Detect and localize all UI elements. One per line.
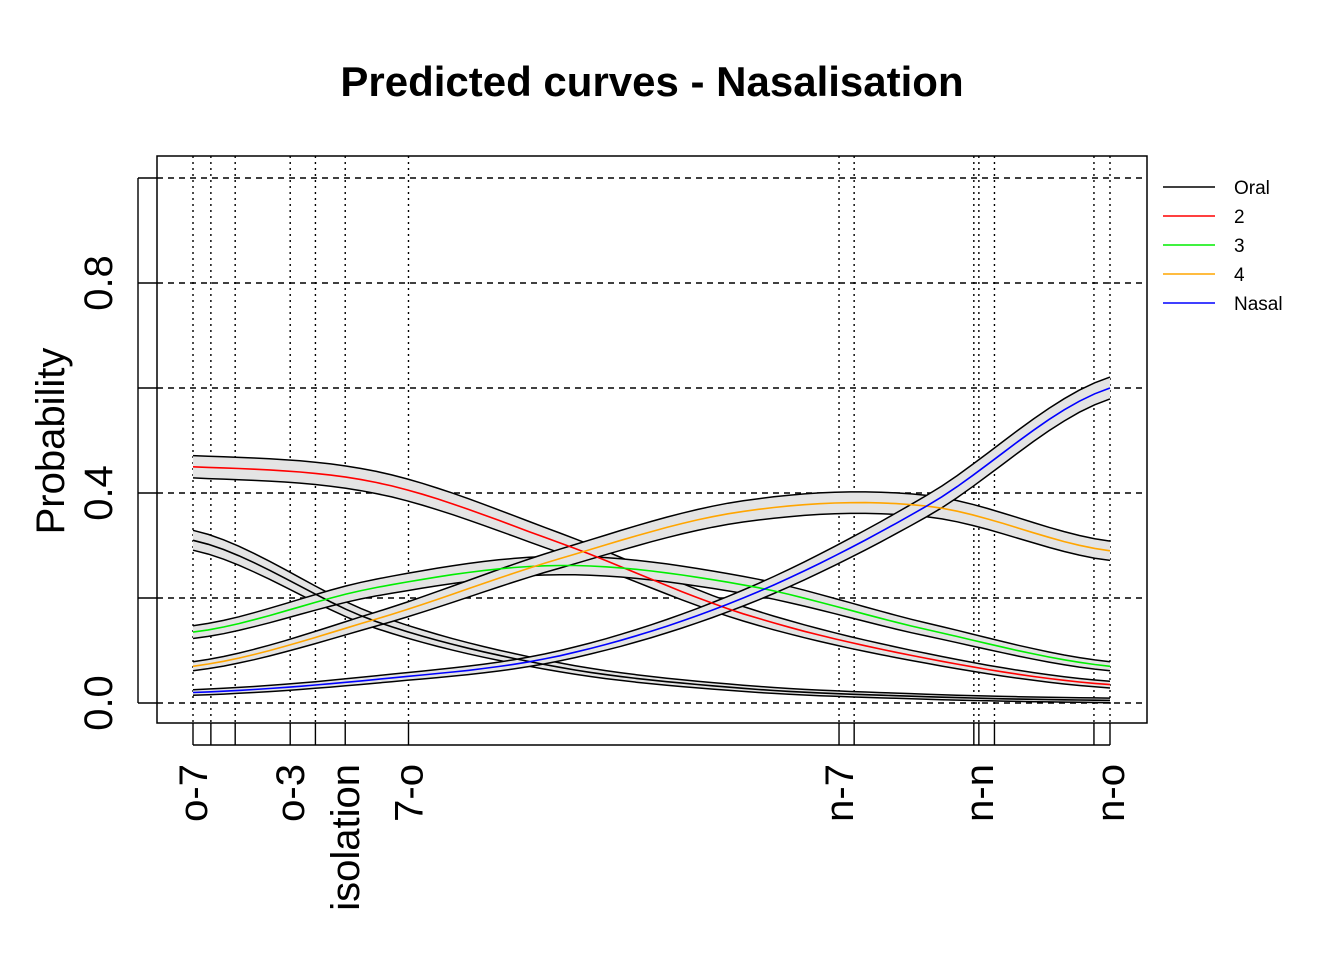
series-line bbox=[192, 501, 1111, 668]
band-lower-edge bbox=[192, 398, 1111, 697]
y-tick-label: 0.8 bbox=[77, 255, 121, 311]
x-tick-label: 7-o bbox=[387, 764, 431, 822]
plot-frame bbox=[156, 155, 1148, 724]
legend: Oral 2 3 4 Nasal bbox=[1163, 178, 1283, 315]
x-tick-label: o-7 bbox=[172, 764, 216, 822]
series-line bbox=[192, 387, 1111, 694]
legend-label: Nasal bbox=[1234, 294, 1283, 315]
confidence-band bbox=[193, 491, 1110, 671]
band-lower-edge bbox=[192, 549, 1111, 704]
y-tick-label: 0.0 bbox=[77, 675, 121, 731]
legend-label: 3 bbox=[1234, 236, 1245, 257]
x-tick-label: isolation bbox=[324, 764, 368, 911]
y-tick-label: 0.4 bbox=[77, 465, 121, 521]
chart-title: Predicted curves - Nasalisation bbox=[340, 58, 963, 105]
x-tick-label: n-n bbox=[958, 764, 1002, 822]
x-tick-label: n-7 bbox=[818, 764, 862, 822]
legend-label: 2 bbox=[1234, 207, 1245, 228]
band-upper-edge bbox=[192, 376, 1111, 691]
legend-label: 4 bbox=[1234, 265, 1245, 286]
legend-label: Oral bbox=[1234, 178, 1270, 199]
band-lower-edge bbox=[192, 512, 1111, 672]
series-lines bbox=[192, 387, 1111, 702]
x-tick-label: n-o bbox=[1089, 764, 1133, 822]
series-line bbox=[192, 564, 1111, 668]
y-axis-label: Probability bbox=[29, 348, 73, 535]
band-lower-edge bbox=[192, 477, 1111, 689]
series-line bbox=[192, 539, 1111, 702]
band-upper-edge bbox=[192, 491, 1111, 663]
axes: 0.0 0.4 0.8 o-7 o-3 isolation 7-o n-7 n-n n-o bbox=[77, 177, 1133, 911]
x-tick-label: o-3 bbox=[269, 764, 313, 822]
grid bbox=[157, 156, 1147, 723]
band-upper-edge bbox=[192, 555, 1111, 663]
series-line bbox=[192, 466, 1111, 686]
confidence-band bbox=[193, 556, 1110, 671]
